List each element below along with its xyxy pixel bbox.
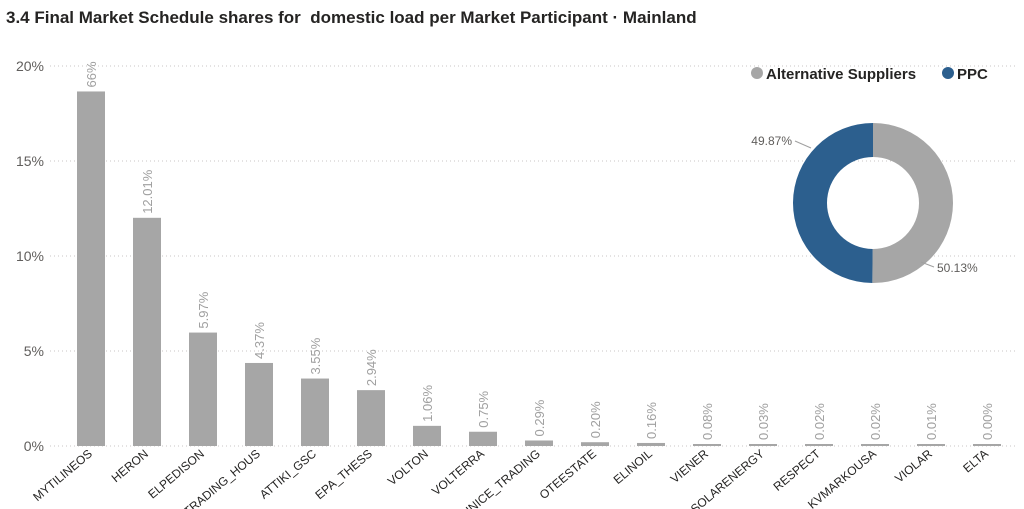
donut-data-label: 49.87% bbox=[751, 134, 792, 148]
y-tick-label: 20% bbox=[16, 58, 44, 74]
x-category-label: ELTA bbox=[960, 447, 991, 476]
y-tick-label: 5% bbox=[24, 343, 44, 359]
x-category-label: MYTILINEOS bbox=[30, 447, 95, 504]
bar bbox=[133, 217, 161, 446]
bar bbox=[917, 444, 945, 446]
x-category-label: VOLTERRA bbox=[429, 447, 487, 499]
bar bbox=[413, 425, 441, 446]
bar bbox=[301, 378, 329, 446]
x-category-label: RESPECT bbox=[771, 446, 824, 494]
bar-data-labels: 66% 12.01% 5.97% 4.37% 3.55% 2.94% 1.06% 0.75% 0… bbox=[84, 61, 995, 440]
x-category-label: OTEESTATE bbox=[537, 447, 599, 502]
bar-data-label: 3.55% bbox=[308, 337, 323, 374]
bar bbox=[861, 444, 889, 446]
bar-data-label: 12.01% bbox=[140, 169, 155, 214]
x-category-label: ELINOIL bbox=[611, 446, 656, 487]
bar bbox=[525, 440, 553, 446]
bar bbox=[805, 444, 833, 446]
bar-data-label: 0.03% bbox=[756, 403, 771, 440]
x-category-label: VIOLAR bbox=[892, 446, 935, 485]
x-axis-categories: MYTILINEOS HERONELPEDISONTRADING_HOUSATTI… bbox=[30, 446, 991, 509]
bar-data-label: 1.06% bbox=[420, 385, 435, 422]
donut-slice bbox=[792, 123, 873, 283]
bar-series bbox=[77, 91, 1001, 447]
donut-slice bbox=[872, 123, 953, 283]
bar-data-label: 0.01% bbox=[924, 403, 939, 440]
legend-marker bbox=[751, 67, 763, 79]
legend-marker bbox=[942, 67, 954, 79]
bar bbox=[693, 444, 721, 446]
bar bbox=[637, 442, 665, 446]
bar-data-label: 0.16% bbox=[644, 402, 659, 439]
y-tick-label: 0% bbox=[24, 438, 44, 454]
y-tick-label: 15% bbox=[16, 153, 44, 169]
x-category-label: VOLTON bbox=[385, 447, 431, 489]
bar bbox=[357, 390, 385, 446]
bar-data-label: 4.37% bbox=[252, 322, 267, 359]
bar-data-label: 0.20% bbox=[588, 401, 603, 438]
bar bbox=[973, 444, 1001, 446]
donut-leader-line bbox=[920, 261, 935, 268]
bar bbox=[189, 332, 217, 446]
bar-data-label: 0.00% bbox=[980, 403, 995, 440]
x-category-label: EPA_THESS bbox=[312, 447, 374, 503]
bar-data-label: 5.97% bbox=[196, 291, 211, 328]
bar-data-label: 0.75% bbox=[476, 390, 491, 427]
bar-data-label: 0.08% bbox=[700, 403, 715, 440]
bar-data-label: 0.02% bbox=[868, 403, 883, 440]
donut-chart: 50.13% 49.87% bbox=[751, 123, 978, 283]
donut-leader-line bbox=[794, 140, 812, 149]
bar bbox=[245, 362, 273, 446]
bar-data-label: 66% bbox=[84, 61, 99, 87]
bar-data-label: 0.29% bbox=[532, 399, 547, 436]
donut-legend: Alternative Suppliers PPC bbox=[751, 66, 988, 83]
y-axis-ticks: 0% 5% 10% 15% 20% bbox=[16, 58, 44, 454]
x-category-label: VIENER bbox=[668, 446, 711, 486]
donut-data-label: 50.13% bbox=[937, 261, 978, 275]
y-tick-label: 10% bbox=[16, 248, 44, 264]
legend-label: PPC bbox=[957, 66, 988, 83]
legend-label: Alternative Suppliers bbox=[766, 66, 916, 83]
chart-title: 3.4 Final Market Schedule shares for dom… bbox=[6, 8, 697, 27]
x-category-label: HERON bbox=[109, 447, 151, 486]
bar bbox=[581, 442, 609, 446]
bar-data-label: 2.94% bbox=[364, 349, 379, 386]
bar bbox=[749, 444, 777, 446]
bar bbox=[469, 431, 497, 446]
x-category-label: ATTIKI_GSC bbox=[257, 446, 319, 501]
bar bbox=[77, 91, 105, 447]
bar-data-label: 0.02% bbox=[812, 403, 827, 440]
